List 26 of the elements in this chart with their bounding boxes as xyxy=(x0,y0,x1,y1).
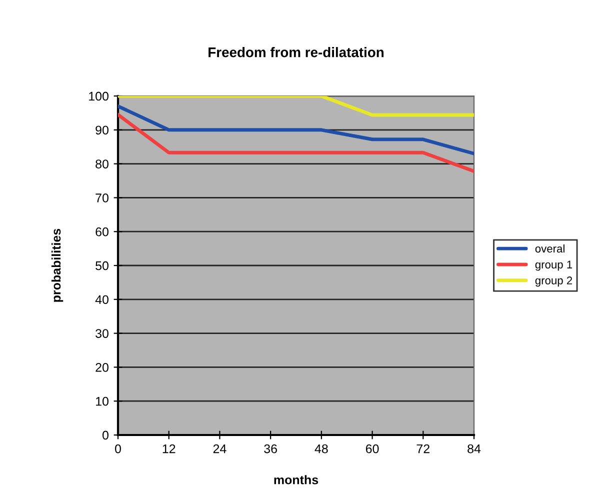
x-tick-label: 36 xyxy=(264,444,277,454)
y-axis-title: probabilities xyxy=(51,228,64,302)
y-tick-label: 50 xyxy=(96,261,108,270)
y-tick-label: 30 xyxy=(96,329,108,338)
x-tick-label: 60 xyxy=(366,444,379,454)
x-tick-label: 48 xyxy=(314,444,328,454)
x-tick-label: 12 xyxy=(162,444,176,454)
y-tick-label: 100 xyxy=(89,92,108,101)
chart-title: Freedom from re-dilatation xyxy=(208,47,384,58)
line-series xyxy=(118,104,474,156)
y-tick-label: 90 xyxy=(96,126,108,135)
x-tick-label: 24 xyxy=(213,444,226,454)
legend-label: group 2 xyxy=(535,276,572,287)
x-tick-label: 72 xyxy=(416,444,430,454)
y-tick-label: 10 xyxy=(96,396,108,406)
legend-label: overal xyxy=(535,244,564,253)
y-tick-label: 70 xyxy=(96,194,108,202)
y-tick-label: 0 xyxy=(102,430,108,440)
y-tick-label: 80 xyxy=(96,160,108,168)
y-tick-label: 60 xyxy=(96,227,108,236)
legend-label: group 1 xyxy=(535,260,572,271)
y-tick-label: 40 xyxy=(95,295,108,304)
y-tick-label: 20 xyxy=(96,363,108,372)
x-tick-label: 84 xyxy=(468,444,481,454)
x-axis-title: months xyxy=(274,475,318,484)
x-tick-label: 0 xyxy=(115,444,121,454)
